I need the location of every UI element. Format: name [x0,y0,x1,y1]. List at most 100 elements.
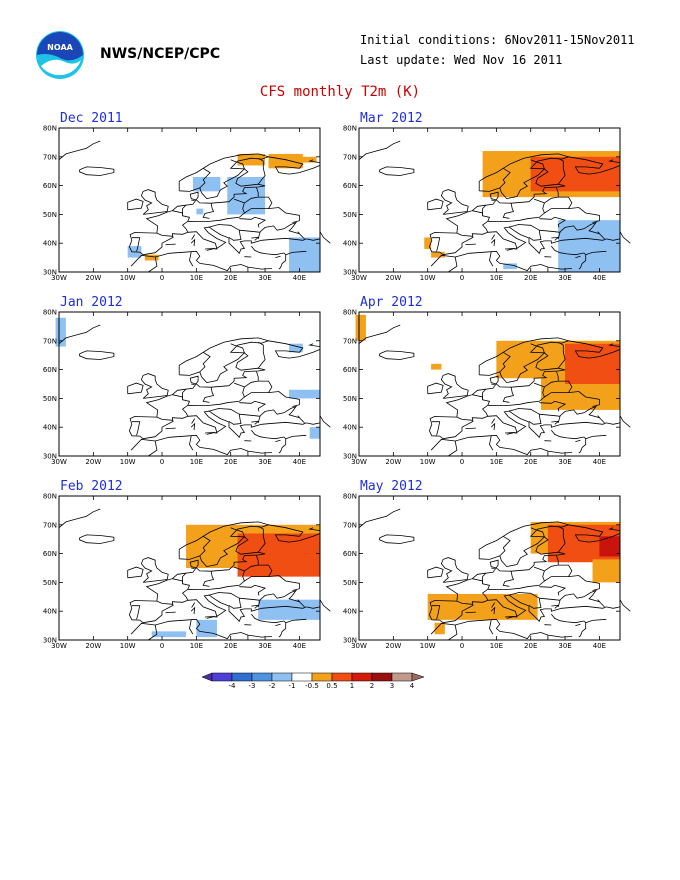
coastline [428,395,607,440]
coastline [502,203,515,219]
coastline [557,589,605,608]
coastline [539,216,567,228]
coastline [550,613,587,638]
anomaly-region [268,153,303,169]
lat-tick-label: 60N [43,550,57,558]
coastline [268,156,321,175]
coastline [250,245,287,270]
panel-title-dec-2011: Dec 2011 [60,111,123,126]
coastline [268,524,321,543]
coastline [597,599,600,602]
coastline [557,525,566,553]
lat-tick-label: 70N [43,521,57,529]
coastline [508,224,542,241]
anomaly-region [309,427,320,439]
lon-tick-label: 30W [351,458,367,466]
lon-tick-label: 40E [593,458,606,466]
lat-tick-label: 40N [43,424,57,432]
coastline [490,238,496,247]
coastline [306,422,321,425]
coastline [208,592,242,609]
colorbar-label: -3 [249,682,256,690]
coastline [148,624,158,641]
anomaly-region [558,220,620,272]
coastline [585,250,607,256]
coastline [430,618,572,640]
coastline [199,535,211,557]
coastline [482,204,487,216]
lat-tick-label: 30N [43,269,57,277]
lon-tick-label: 40E [293,458,306,466]
colorbar-label: -2 [269,682,276,690]
map-frame [358,495,621,641]
coastline [202,203,215,219]
coastline [257,221,305,240]
panel-title-mar-2012: Mar 2012 [360,111,423,126]
lon-tick-label: 20E [224,458,237,466]
lat-tick-label: 30N [343,637,357,645]
anomaly-region [355,314,366,341]
colorbar-segment [201,672,213,682]
coastline [575,255,581,258]
noaa-logo: NOAA [36,31,84,79]
colorbar-label: -0.5 [305,682,319,690]
coastline [568,156,621,175]
coastline [131,421,141,436]
lon-tick-label: 10E [190,642,203,650]
coastline [165,611,176,613]
coastline [308,527,321,531]
lat-tick-label: 60N [43,366,57,374]
lat-tick-label: 40N [343,240,357,248]
anomaly-region [237,153,266,166]
anomaly-region [289,389,320,399]
coastline [306,606,321,609]
coastline [131,605,141,620]
anomaly-region [434,622,445,635]
coastline [608,343,621,347]
lat-tick-label: 60N [343,366,357,374]
coastline [358,140,401,161]
coastline [199,167,211,189]
lon-tick-label: 0 [460,274,464,282]
anomaly-region [151,631,187,638]
coastline [189,620,194,635]
coastline [127,198,144,211]
coastline [489,436,494,451]
coastline [131,237,141,252]
colorbar-segment [211,672,233,682]
coastline [319,231,331,244]
coastline [430,434,572,456]
coastline [191,602,196,608]
lat-tick-label: 60N [343,550,357,558]
lon-tick-label: 20W [385,458,401,466]
anomaly-region [258,599,320,620]
last-update: Last update: Wed Nov 16 2011 [360,53,563,67]
coastline [172,210,191,233]
coastline [428,211,607,256]
coastline [478,337,570,384]
coastline [167,536,266,581]
coastline [208,408,242,425]
coastline [308,343,321,347]
coastline [440,557,469,583]
coastline [178,153,270,200]
coastline [585,434,607,440]
coastline [358,508,401,529]
coastline [191,383,195,385]
coastline [539,584,567,596]
noaa-logo-text: NOAA [47,43,73,52]
coastline [182,204,187,216]
colorbar-label: 3 [390,682,394,690]
lon-tick-label: 10E [490,274,503,282]
coastline [544,196,573,214]
coastline [508,408,542,425]
colorbar-label: 2 [370,682,374,690]
coastline [285,618,307,624]
coastline [539,400,567,412]
coastline [489,252,494,267]
coastline [275,255,281,258]
anomaly-region [599,536,620,557]
lon-tick-label: 40E [593,642,606,650]
coastline [79,534,115,544]
